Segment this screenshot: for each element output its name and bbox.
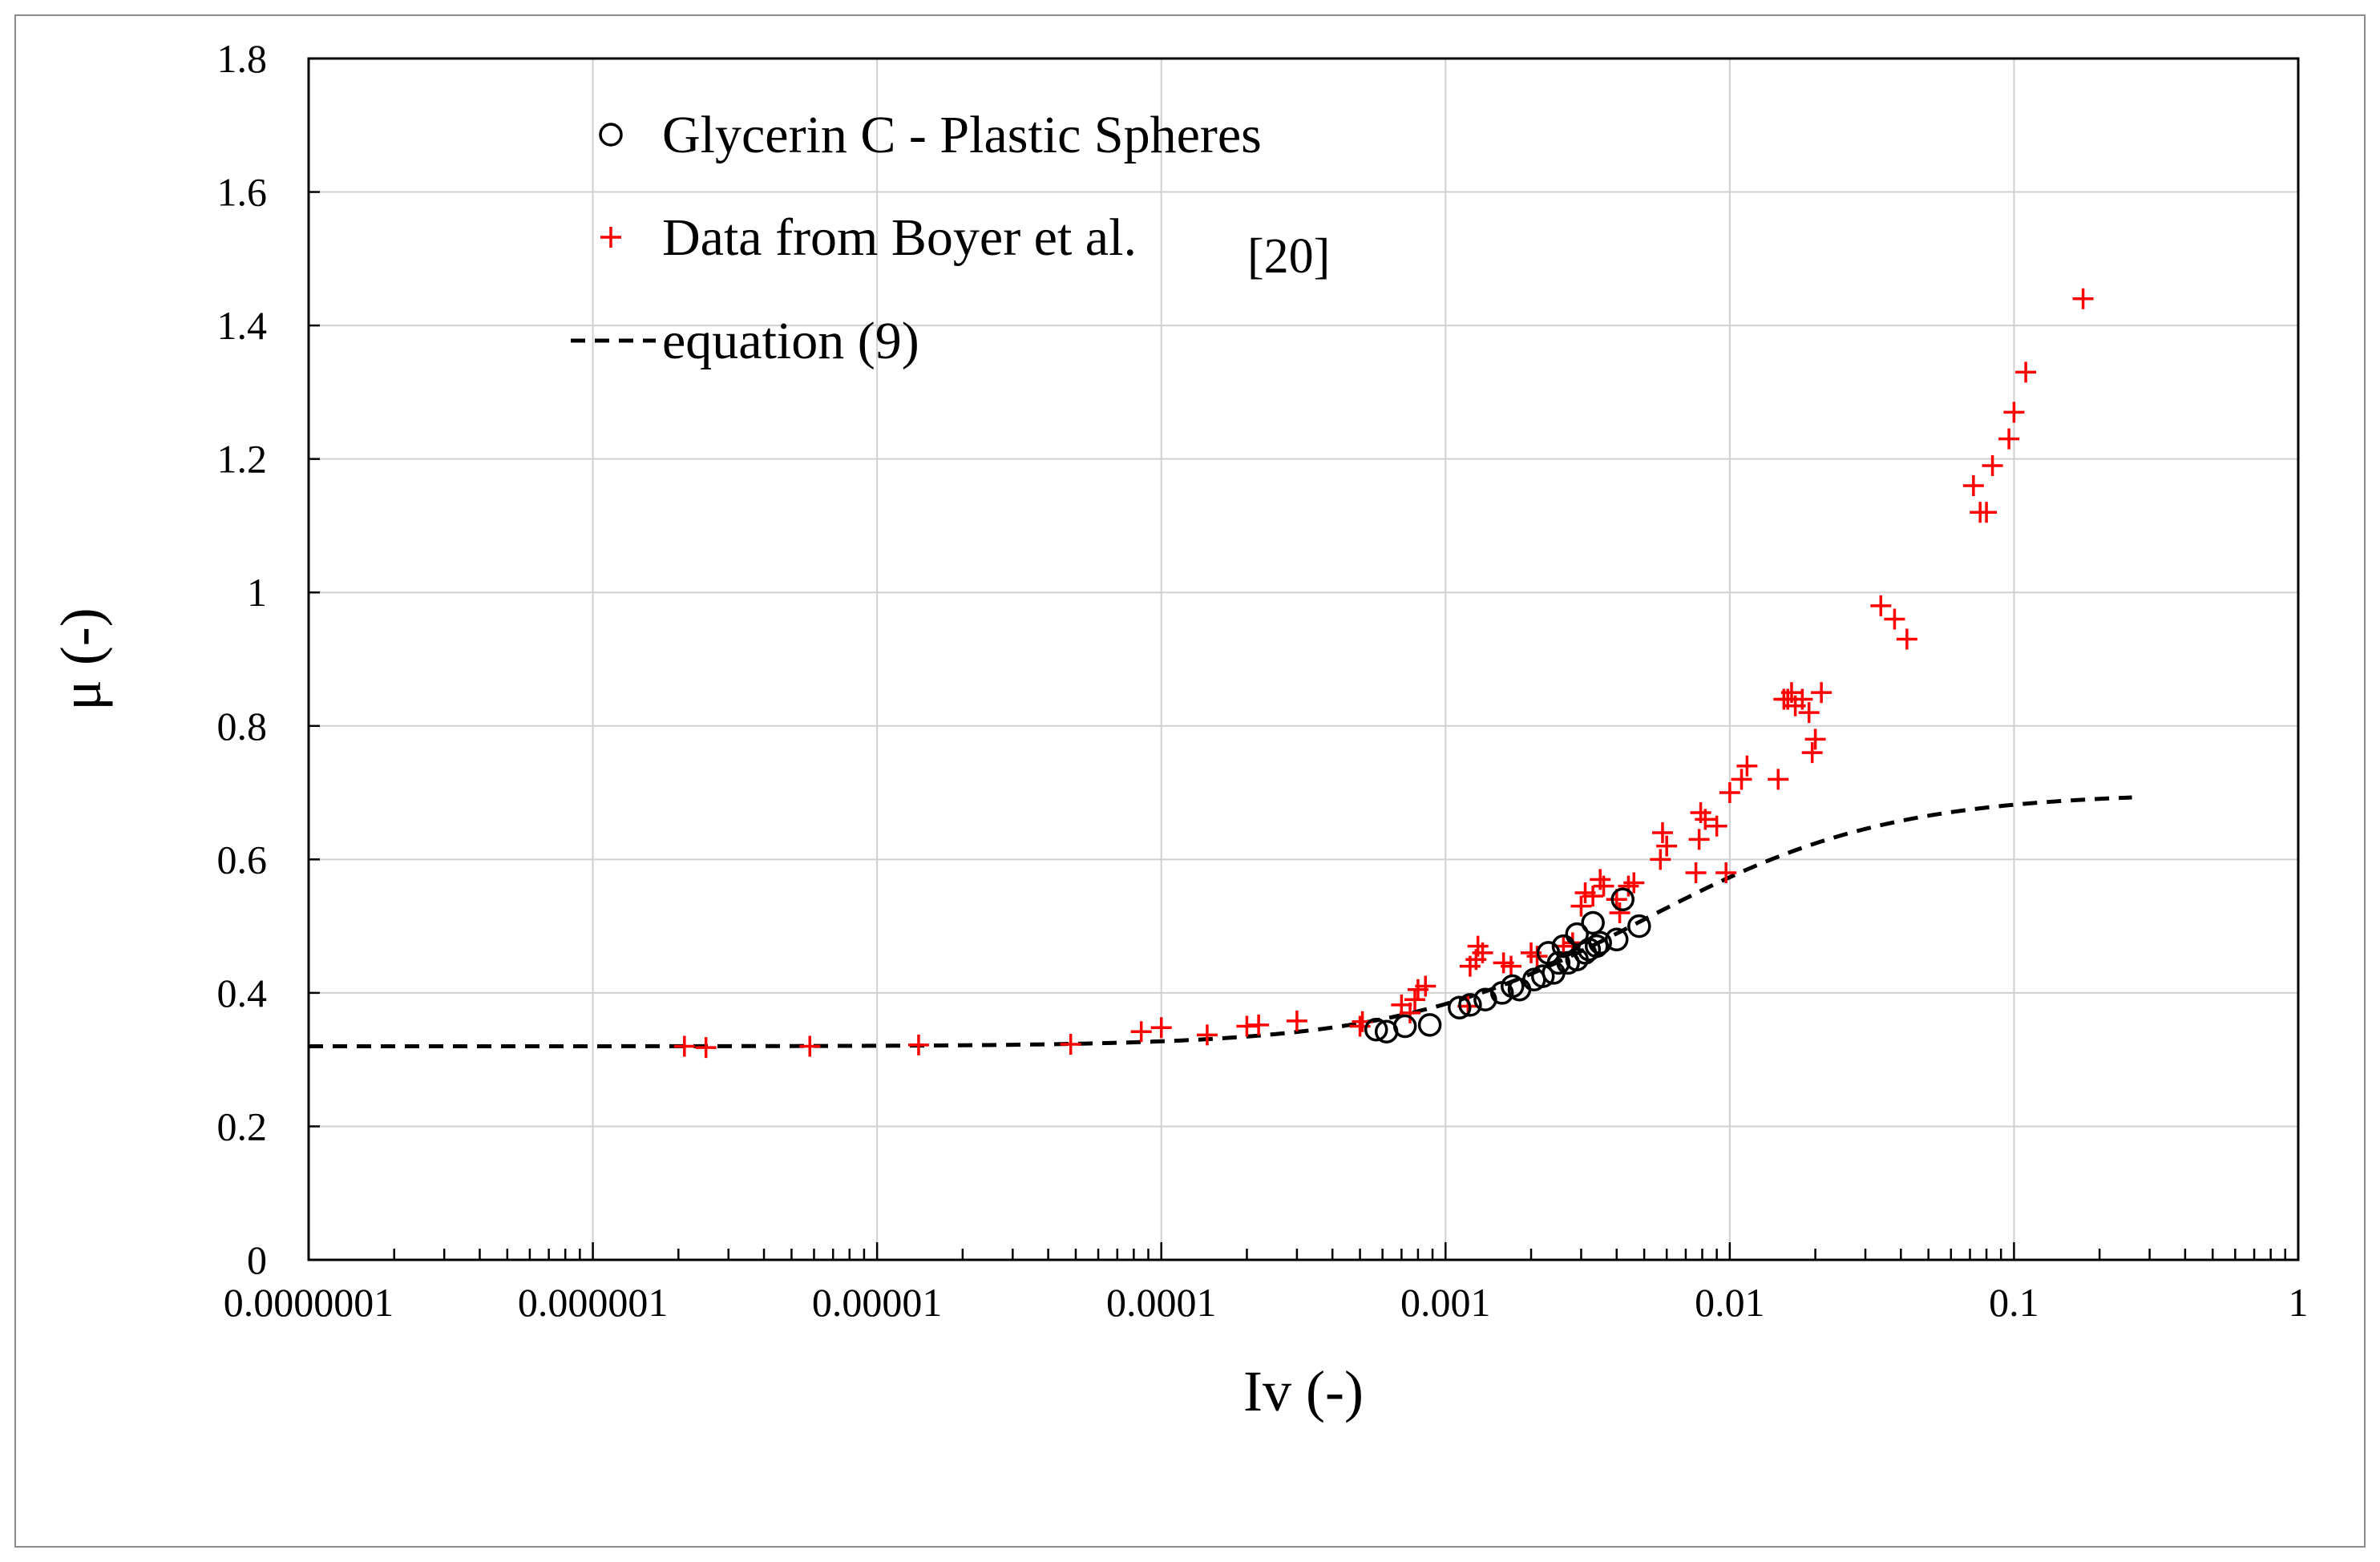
legend-plus-glyph: [600, 227, 621, 248]
boyer-data-point: [1286, 1010, 1307, 1031]
boyer-data-point: [1609, 902, 1630, 923]
boyer-data-point: [1896, 628, 1917, 650]
glycerin-data-point: [1610, 887, 1635, 912]
y-tick-labels: 0 0.2 0.4 0.6 0.8 1 1.2 1.4 1.6 1.8: [217, 36, 268, 1282]
boyer-data-point: [1501, 955, 1521, 977]
boyer-data-point: [1731, 769, 1752, 790]
x-tick-labels: 0.0000001 0.000001 0.00001 0.0001 0.001 0.01 0…: [224, 1280, 2309, 1325]
glycerin-data-point: [1546, 951, 1571, 975]
glycerin-data-point: [1551, 934, 1576, 959]
glycerin-data-point: [1417, 1013, 1442, 1037]
x-axis-title: Iv (-): [1243, 1359, 1364, 1423]
boyer-data-point: [1804, 729, 1826, 750]
boyer-data-markers: [673, 288, 2094, 1059]
x-tick-label: 0.1: [1989, 1280, 2039, 1325]
glycerin-data-point: [1588, 930, 1612, 955]
y-tick-label: 0.6: [217, 837, 268, 882]
y-tick-label: 0.4: [217, 971, 268, 1015]
x-tick-label: 0.0001: [1106, 1280, 1217, 1325]
legend-reference: [20]: [1247, 229, 1330, 284]
boyer-data-point: [1998, 428, 2020, 450]
boyer-data-point: [799, 1035, 821, 1057]
boyer-data-point: [1736, 755, 1758, 777]
legend-label-equation: equation (9): [662, 312, 919, 370]
boyer-data-point: [1715, 862, 1737, 883]
boyer-data-point: [1768, 769, 1789, 790]
y-tick-label: 1.6: [217, 170, 268, 215]
boyer-data-point: [1570, 895, 1592, 917]
boyer-data-point: [1719, 782, 1740, 804]
boyer-data-point: [2015, 361, 2037, 383]
glycerin-data-point: [1581, 910, 1605, 935]
x-tick-label: 0.01: [1695, 1280, 1765, 1325]
boyer-data-point: [1404, 989, 1426, 1011]
boyer-data-point: [1650, 849, 1671, 870]
glycerin-data-point: [1447, 995, 1472, 1019]
boyer-data-point: [1780, 682, 1802, 704]
boyer-data-point: [1884, 608, 1905, 630]
boyer-data-point: [1248, 1014, 1270, 1035]
boyer-data-point: [1976, 502, 1998, 523]
boyer-data-point: [1798, 702, 1820, 724]
boyer-data-point: [1792, 688, 1813, 710]
boyer-data-point: [1656, 835, 1678, 857]
y-tick-label: 0.2: [217, 1104, 268, 1148]
boyer-data-point: [1688, 829, 1710, 850]
legend: Glycerin C - Plastic Spheres Data from B…: [571, 106, 1330, 370]
boyer-data-point: [1399, 1002, 1420, 1023]
boyer-data-point: [1593, 875, 1614, 897]
x-tick-label: 1: [2289, 1280, 2309, 1325]
legend-plus-marker: [600, 227, 621, 248]
y-tick-label: 1: [247, 570, 267, 615]
boyer-data-point: [1196, 1024, 1218, 1046]
y-tick-label: 1.2: [217, 437, 268, 482]
boyer-data-point: [1706, 815, 1727, 837]
boyer-data-point: [1060, 1034, 1081, 1055]
legend-circle-marker: [599, 123, 623, 147]
boyer-data-point: [907, 1034, 929, 1055]
boyer-data-point: [1695, 809, 1716, 830]
boyer-data-point: [1618, 875, 1639, 897]
boyer-data-point: [1801, 742, 1823, 764]
y-tick-label: 1.8: [217, 36, 268, 81]
boyer-data-point: [1582, 886, 1604, 907]
boyer-data-point: [673, 1035, 695, 1057]
boyer-data-point: [1472, 942, 1493, 963]
plot-area-border: [307, 57, 2300, 1261]
boyer-data-point: [2072, 288, 2094, 309]
glycerin-data-point: [1605, 927, 1629, 952]
y-tick-label: 0: [247, 1237, 267, 1282]
boyer-data-point: [1150, 1017, 1172, 1039]
boyer-data-point: [1811, 682, 1832, 704]
x-tick-label: 0.00001: [812, 1280, 943, 1325]
glycerin-data-point: [1392, 1014, 1417, 1039]
boyer-data-point: [1651, 822, 1673, 844]
x-tick-label: 0.000001: [518, 1280, 669, 1325]
glycerin-data-markers: [1364, 887, 1651, 1043]
boyer-data-point: [1870, 595, 1892, 616]
legend-label-boyer: Data from Boyer et al.: [662, 208, 1137, 267]
boyer-data-point: [1982, 454, 2003, 476]
boyer-data-point: [1415, 975, 1436, 997]
glycerin-data-point: [1364, 1017, 1388, 1042]
glycerin-data-point: [1627, 914, 1651, 938]
x-tick-label: 0.0000001: [224, 1280, 394, 1325]
y-tick-label: 1.4: [217, 303, 268, 348]
boyer-data-point: [695, 1037, 717, 1059]
boyer-data-point: [1623, 872, 1645, 894]
boyer-data-point: [1130, 1021, 1152, 1043]
boyer-data-point: [2003, 402, 2025, 423]
glycerin-data-point: [1458, 993, 1482, 1017]
glycerin-data-point: [1530, 964, 1555, 988]
x-tick-label: 0.001: [1400, 1280, 1491, 1325]
y-axis-title: μ (-): [49, 607, 113, 711]
legend-label-glycerin: Glycerin C - Plastic Spheres: [662, 106, 1262, 164]
boyer-data-point: [1685, 862, 1707, 883]
y-tick-label: 0.8: [217, 704, 268, 749]
boyer-data-point: [1962, 474, 1984, 496]
equation-curve: [309, 795, 2132, 1048]
chart-frame: [14, 14, 2366, 1548]
